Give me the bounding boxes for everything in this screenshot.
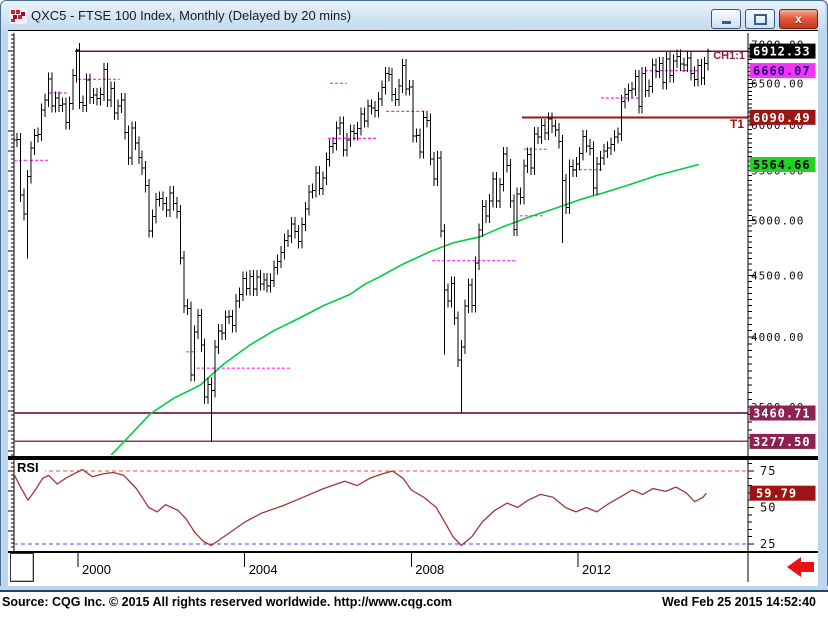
minimize-button[interactable] (711, 9, 741, 29)
rsi-axis-label: 75 (760, 464, 776, 478)
left-ruler-ticks (8, 34, 14, 548)
year-axis-label: 2000 (82, 562, 111, 577)
window-title: QXC5 - FTSE 100 Index, Monthly (Delayed … (31, 8, 352, 23)
price-badge-moving-average: 5564.66 (749, 157, 816, 172)
channel-label: CH1:1 (713, 50, 745, 62)
status-bar: Source: CQG Inc. © 2015 All rights reser… (0, 592, 828, 618)
svg-text:6090.49: 6090.49 (753, 111, 811, 125)
rsi-axis-label: 50 (760, 501, 776, 515)
price-badge-trendline-t1: 6090.49 (749, 109, 816, 125)
minimize-icon (721, 21, 731, 24)
clock-text: Wed Feb 25 2015 14:52:40 (661, 595, 816, 609)
price-badge-pivot-level: 6660.07 (749, 63, 816, 79)
rsi-study-label[interactable]: RSI (17, 460, 39, 475)
trendline-label: T1 (730, 117, 744, 131)
svg-text:3460.71: 3460.71 (753, 407, 811, 421)
price-badge-support-2009-low: 3460.71 (749, 405, 816, 421)
rsi-axis-label: 25 (760, 537, 776, 551)
svg-text:6912.33: 6912.33 (753, 45, 811, 59)
svg-text:59.79: 59.79 (756, 487, 797, 501)
window-bottom-frame (0, 586, 828, 592)
close-icon: x (795, 12, 802, 26)
year-axis-label: 2012 (582, 562, 611, 577)
moving-average-line (110, 163, 700, 456)
svg-text:3277.50: 3277.50 (753, 435, 811, 449)
panel-separator (8, 456, 818, 460)
price-badge-support-2003-low: 3277.50 (749, 433, 816, 449)
rsi-value-badge: 59.79 (749, 485, 816, 501)
cqg-logo-icon (9, 8, 27, 24)
chart-canvas[interactable]: 7000.006500.006000.005500.005000.004500.… (8, 30, 818, 587)
year-axis-label: 2008 (415, 562, 444, 577)
svg-text:6660.07: 6660.07 (753, 64, 811, 78)
copyright-text: Source: CQG Inc. © 2015 All rights reser… (2, 595, 453, 609)
year-axis-label: 2004 (249, 562, 278, 577)
close-button[interactable]: x (779, 9, 818, 29)
price-axis-label: 4500.00 (751, 270, 804, 283)
title-bar[interactable]: QXC5 - FTSE 100 Index, Monthly (Delayed … (1, 1, 825, 30)
price-badge-last-price: 6912.33 (749, 43, 816, 59)
svg-text:5564.66: 5564.66 (753, 158, 811, 172)
rsi-line (14, 468, 707, 547)
ohlc-bars-series (14, 43, 711, 442)
price-axis-label: 6500.00 (751, 77, 804, 90)
scroll-left-arrow-button[interactable] (787, 557, 814, 577)
maximize-button[interactable] (745, 9, 775, 29)
time-scrollbar-thumb[interactable] (10, 553, 34, 582)
price-axis-label: 4000.00 (751, 331, 804, 344)
price-axis-label: 5000.00 (751, 215, 804, 228)
maximize-icon (753, 13, 767, 25)
